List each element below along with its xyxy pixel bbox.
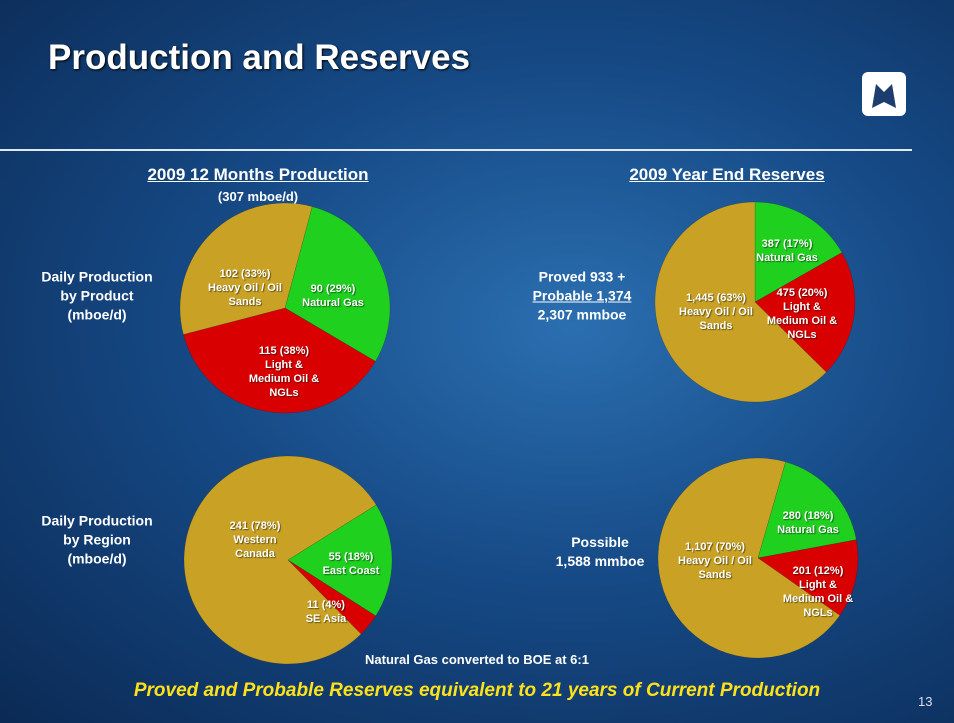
side-label: Possible 1,588 mmboe xyxy=(556,533,645,571)
category-label: Heavy Oil / Oil Sands xyxy=(679,306,753,332)
slice-label: 387 (17%) Natural Gas xyxy=(748,237,826,265)
category-label: Heavy Oil / Oil Sands xyxy=(678,555,752,581)
pie-slice xyxy=(183,307,376,414)
side-label-line: (mboe/d) xyxy=(67,306,127,323)
category-label: Light & Medium Oil & NGLs xyxy=(248,359,320,399)
side-label: Proved 933 + Probable 1,374 2,307 mmboe xyxy=(533,268,632,325)
logo-mark xyxy=(872,84,896,108)
side-label: Daily Production by Product (mboe/d) xyxy=(41,268,152,325)
value-label: 102 (33%) xyxy=(219,268,271,280)
slice-label: 475 (20%) Light & Medium Oil & NGLs xyxy=(763,286,841,342)
pie-slice xyxy=(757,461,857,559)
side-label-line: Possible xyxy=(571,534,629,550)
category-label: SE Asia xyxy=(305,613,347,625)
slice-label: 55 (18%) East Coast xyxy=(312,550,390,578)
value-label: 1,107 (70%) xyxy=(685,541,745,553)
side-label-line: by Region xyxy=(63,531,131,548)
pie-slice xyxy=(179,202,313,335)
slice-label: 201 (12%) Light & Medium Oil & NGLs xyxy=(779,564,857,620)
value-label: 280 (18%) xyxy=(782,510,834,522)
category-label: Natural Gas xyxy=(777,524,839,536)
value-label: 55 (18%) xyxy=(328,551,374,563)
chart-subtitle: (307 mboe/d) xyxy=(217,189,299,204)
category-label: Light & Medium Oil & NGLs xyxy=(782,579,854,619)
slice-label: 102 (33%) Heavy Oil / Oil Sands xyxy=(206,267,284,309)
slice-label: 90 (29%) Natural Gas xyxy=(294,282,372,310)
value-label: 11 (4%) xyxy=(307,599,345,611)
chart-title: 2009 Year End Reserves xyxy=(629,165,825,184)
footnote: Natural Gas converted to BOE at 6:1 xyxy=(365,652,589,667)
side-label-line: Proved 933 + xyxy=(538,268,626,285)
side-label-line: Daily Production xyxy=(41,268,153,285)
slice-label: 11 (4%) SE Asia xyxy=(287,598,365,626)
slide-title: Production and Reserves xyxy=(48,38,471,77)
pie-slice xyxy=(284,206,391,362)
value-label: 201 (12%) xyxy=(792,565,844,577)
category-label: Heavy Oil / Oil Sands xyxy=(208,282,282,308)
page-number: 13 xyxy=(918,694,933,709)
pie-slice xyxy=(754,201,843,303)
pie-slice xyxy=(183,455,377,665)
value-label: 475 (20%) xyxy=(776,287,828,299)
category-label: Natural Gas xyxy=(302,297,364,309)
pie-slice xyxy=(754,252,856,373)
pie-slice xyxy=(287,504,393,617)
side-label-line: 2,307 mmboe xyxy=(537,306,627,323)
side-label-line: 1,588 mmboe xyxy=(555,553,645,569)
pie-slice xyxy=(654,201,827,403)
category-label: East Coast xyxy=(322,565,380,577)
category-label: Western Canada xyxy=(233,534,277,560)
tagline: Proved and Probable Reserves equivalent … xyxy=(133,680,821,701)
value-label: 115 (38%) xyxy=(258,345,310,357)
slice-label: 280 (18%) Natural Gas xyxy=(769,509,847,537)
slice-label: 1,107 (70%) Heavy Oil / Oil Sands xyxy=(676,540,754,582)
pie-slice xyxy=(287,559,377,635)
category-label: Light & Medium Oil & NGLs xyxy=(766,301,838,341)
side-label: Daily Production by Region (mboe/d) xyxy=(41,512,152,569)
category-label: Natural Gas xyxy=(756,252,818,264)
slice-label: 241 (78%) Western Canada xyxy=(216,519,294,561)
chart-title: 2009 12 Months Production xyxy=(147,165,369,184)
value-label: 1,445 (63%) xyxy=(686,292,746,304)
value-label: 90 (29%) xyxy=(310,283,356,295)
pie-slice xyxy=(757,539,859,616)
side-label-line: Daily Production xyxy=(41,512,153,529)
side-label-line: (mboe/d) xyxy=(67,550,127,567)
pie-slice xyxy=(657,457,841,659)
value-label: 387 (17%) xyxy=(761,238,813,250)
value-label: 241 (78%) xyxy=(229,520,281,532)
side-label-line: by Product xyxy=(60,287,134,304)
slice-label: 1,445 (63%) Heavy Oil / Oil Sands xyxy=(677,291,755,333)
slice-label: 115 (38%) Light & Medium Oil & NGLs xyxy=(245,344,323,400)
side-label-line: Probable 1,374 xyxy=(532,287,632,304)
